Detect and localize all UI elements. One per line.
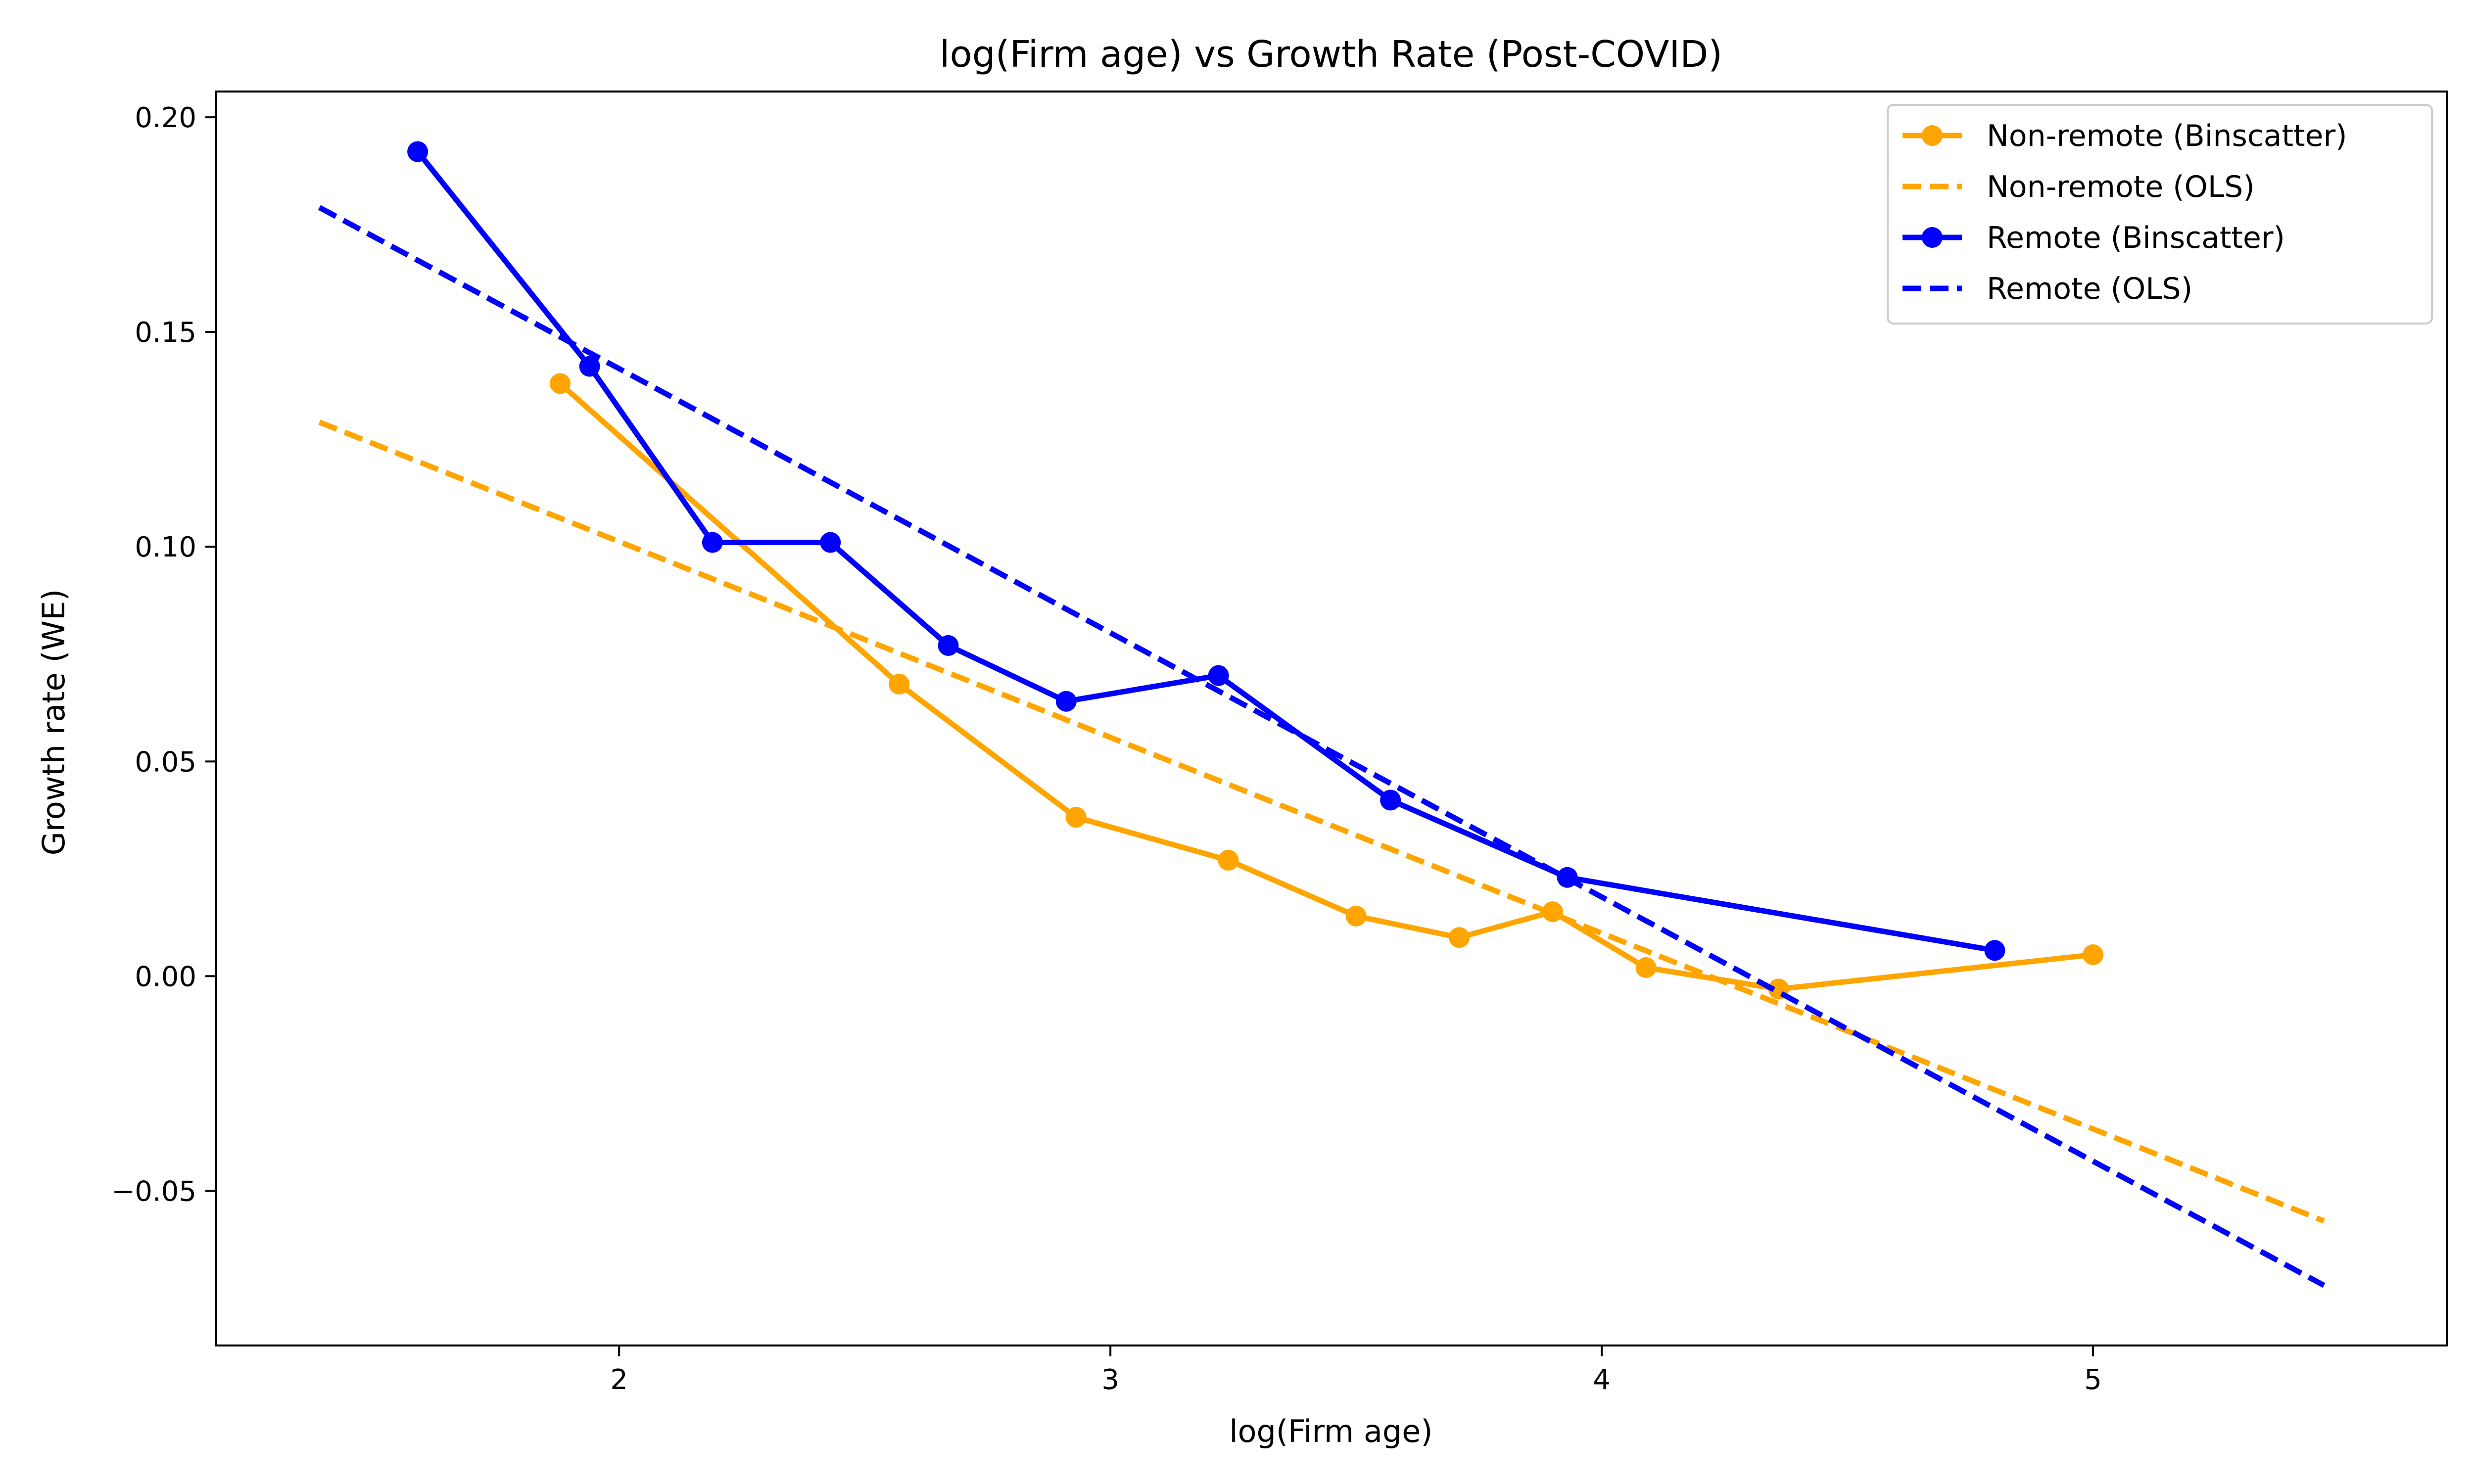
legend: Non-remote (Binscatter) Non-remote (OLS) R… [1887, 104, 2433, 325]
legend-label-0: Non-remote (Binscatter) [1987, 119, 2347, 153]
x-tick-label-1: 3 [1101, 1364, 1119, 1396]
legend-marker-0 [1922, 125, 1943, 146]
legend-label-1: Non-remote (OLS) [1987, 170, 2255, 204]
data-point-2-4 [938, 635, 959, 656]
data-point-2-0 [407, 141, 428, 162]
y-tick-label-2: 0.05 [135, 746, 196, 778]
axes-frame [215, 91, 2448, 1346]
y-tick-label-3: 0.10 [135, 531, 196, 563]
data-point-0-0 [550, 373, 571, 394]
data-point-2-6 [1208, 665, 1229, 686]
data-point-0-7 [1635, 957, 1657, 978]
data-point-0-2 [1065, 807, 1087, 828]
y-axis-label: Growth rate (WE) [36, 589, 72, 856]
x-tick-label-3: 5 [2084, 1364, 2102, 1396]
data-point-2-5 [1055, 691, 1077, 712]
legend-label-3: Remote (OLS) [1987, 272, 2192, 306]
y-tick-label-1: 0.00 [135, 961, 196, 993]
data-point-2-3 [820, 532, 841, 553]
x-axis-label: log(Firm age) [1229, 1413, 1432, 1449]
series-line-2 [415, 150, 1996, 953]
y-tick-label-4: 0.15 [135, 317, 196, 349]
data-point-0-4 [1345, 905, 1367, 927]
data-point-2-9 [1984, 940, 2005, 961]
data-point-0-9 [2083, 944, 2104, 965]
legend-marker-2 [1922, 227, 1943, 248]
data-point-2-2 [702, 532, 723, 553]
legend-label-2: Remote (Binscatter) [1987, 221, 2285, 255]
series-line-1 [318, 419, 2325, 1224]
x-tick-label-2: 4 [1593, 1364, 1611, 1396]
plot-area: 2 3 4 5 −0.05 0.00 0.05 0.10 0.15 0.20 [111, 91, 2448, 1396]
y-tick-label-5: 0.20 [135, 102, 196, 134]
data-point-2-7 [1380, 789, 1401, 811]
data-point-0-5 [1449, 927, 1470, 948]
x-tick-label-0: 2 [610, 1364, 628, 1396]
data-point-0-1 [889, 674, 910, 695]
legend-box [1887, 104, 2433, 325]
chart-title: log(Firm age) vs Growth Rate (Post-COVID… [940, 33, 1722, 76]
data-point-2-1 [579, 356, 600, 377]
data-point-0-3 [1218, 849, 1239, 871]
y-tick-label-0: −0.05 [111, 1175, 196, 1207]
